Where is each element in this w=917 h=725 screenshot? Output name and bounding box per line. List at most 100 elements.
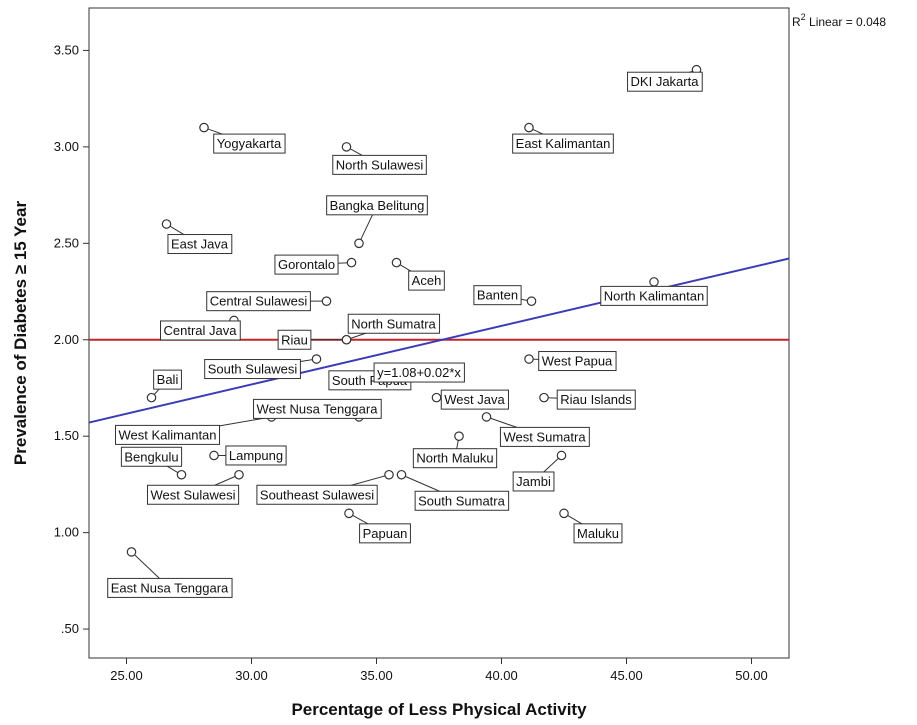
point-label-text: Jambi: [516, 474, 551, 489]
data-point: [556, 450, 567, 461]
data-point: [396, 469, 407, 480]
x-tick-label: 45.00: [610, 668, 643, 683]
data-point: [126, 547, 137, 557]
point-label-box: [153, 369, 182, 390]
y-tick-label: 3.00: [54, 139, 79, 154]
y-tick-label: .50: [61, 621, 79, 636]
point-label-box: [160, 320, 241, 341]
point-label: West Kalimantan: [114, 424, 221, 445]
point-label-text: Aceh: [412, 273, 442, 288]
point-label: North Sumatra: [347, 313, 441, 334]
data-point: [341, 142, 352, 152]
point-label-text: Gorontalo: [278, 257, 335, 272]
x-tick-label: 35.00: [360, 668, 393, 683]
point-label-box: [408, 270, 445, 291]
point-label-text: West Sumatra: [503, 429, 586, 444]
data-point: [346, 257, 357, 268]
point-label-box: [556, 389, 636, 410]
point-label-text: Maluku: [577, 526, 619, 541]
point-label-text: Bali: [157, 372, 179, 387]
x-tick-label: 30.00: [235, 668, 268, 683]
y-tick-label: 3.50: [54, 42, 79, 57]
point-label-box: [414, 490, 510, 511]
data-point: [559, 508, 569, 519]
fit-equation-label: y=1.08+0.02*x: [373, 362, 465, 383]
x-tick-label: 50.00: [735, 668, 768, 683]
point-label: Bengkulu: [120, 446, 183, 467]
point-label-text: West Kalimantan: [118, 427, 216, 442]
point-label-text: South Sulawesi: [208, 362, 298, 377]
point-label-text: Bangka Belitung: [330, 198, 425, 213]
data-point: [311, 354, 322, 364]
point-label: Gorontalo: [274, 254, 339, 275]
point-label-box: [512, 133, 614, 154]
point-label: South Sulawesi: [204, 359, 301, 380]
data-point: [209, 450, 219, 461]
data-point: [321, 296, 332, 306]
point-label: North Sulawesi: [332, 154, 427, 175]
point-label-box: [225, 445, 287, 466]
point-label: Central Java: [160, 320, 241, 341]
y-tick-label: 2.50: [54, 235, 79, 250]
point-label-text: Bengkulu: [124, 449, 178, 464]
data-point: [176, 469, 187, 480]
point-label-text: North Sulawesi: [336, 157, 424, 172]
point-label: Aceh: [408, 270, 445, 291]
data-point: [526, 296, 537, 306]
point-label-box: [114, 424, 221, 445]
point-label-box: [204, 359, 301, 380]
point-label-box: [359, 523, 411, 544]
point-label: West Sumatra: [499, 426, 590, 447]
point-label-text: Papuan: [363, 526, 408, 541]
point-label-box: [277, 329, 312, 350]
point-label: North Kalimantan: [600, 285, 708, 306]
y-tick-label: 1.00: [54, 525, 79, 540]
point-label-box: [499, 426, 590, 447]
fit-line: [88, 257, 790, 424]
point-label-text: Lampung: [229, 448, 283, 463]
point-label-box: [440, 389, 509, 410]
point-label: Yogyakarta: [213, 133, 286, 154]
fit-equation-box: [373, 362, 465, 383]
x-axis-title: Percentage of Less Physical Activity: [291, 700, 587, 719]
point-label-text: Central Sulawesi: [210, 294, 308, 309]
point-label: Jambi: [512, 471, 555, 492]
point-label-text: East Java: [171, 237, 229, 252]
data-point: [649, 277, 659, 287]
data-point: [481, 412, 492, 422]
point-label-box: [627, 71, 703, 92]
point-label-text: Central Java: [164, 323, 238, 338]
point-label-box: [573, 523, 623, 544]
point-label-text: Southeast Sulawesi: [260, 487, 374, 502]
point-label-box: [213, 133, 286, 154]
point-label-text: Banten: [477, 288, 518, 303]
point-label-box: [512, 471, 555, 492]
point-label: East Nusa Tenggara: [107, 577, 233, 598]
point-label: East Java: [167, 234, 233, 255]
point-label: West Java: [440, 389, 509, 410]
point-label-text: East Nusa Tenggara: [111, 580, 229, 595]
x-tick-label: 25.00: [110, 668, 143, 683]
y-axis-title: Prevalence of Diabetes ≥ 15 Year: [11, 201, 30, 466]
data-point: [431, 392, 442, 403]
point-label-box: [412, 448, 498, 469]
point-label: South Sumatra: [414, 490, 510, 511]
point-labels: DKI Jakarta Yogyakarta East Kalimantan Nort…: [107, 71, 708, 598]
data-point: [161, 219, 172, 229]
point-label-text: Riau Islands: [560, 392, 632, 407]
data-point: [234, 469, 244, 480]
fit-equation-text: y=1.08+0.02*x: [377, 365, 461, 380]
point-label-text: Riau: [281, 332, 308, 347]
point-label-text: North Sumatra: [351, 316, 436, 331]
point-label-box: [274, 254, 339, 275]
y-tick-label: 2.00: [54, 332, 79, 347]
point-label-text: North Maluku: [416, 451, 493, 466]
point-label: Bali: [153, 369, 182, 390]
data-point: [354, 238, 364, 249]
data-point: [524, 122, 534, 133]
data-point: [539, 392, 549, 403]
point-label-text: North Kalimantan: [604, 288, 704, 303]
point-label: Southeast Sulawesi: [256, 484, 378, 505]
point-label: North Maluku: [412, 448, 498, 469]
